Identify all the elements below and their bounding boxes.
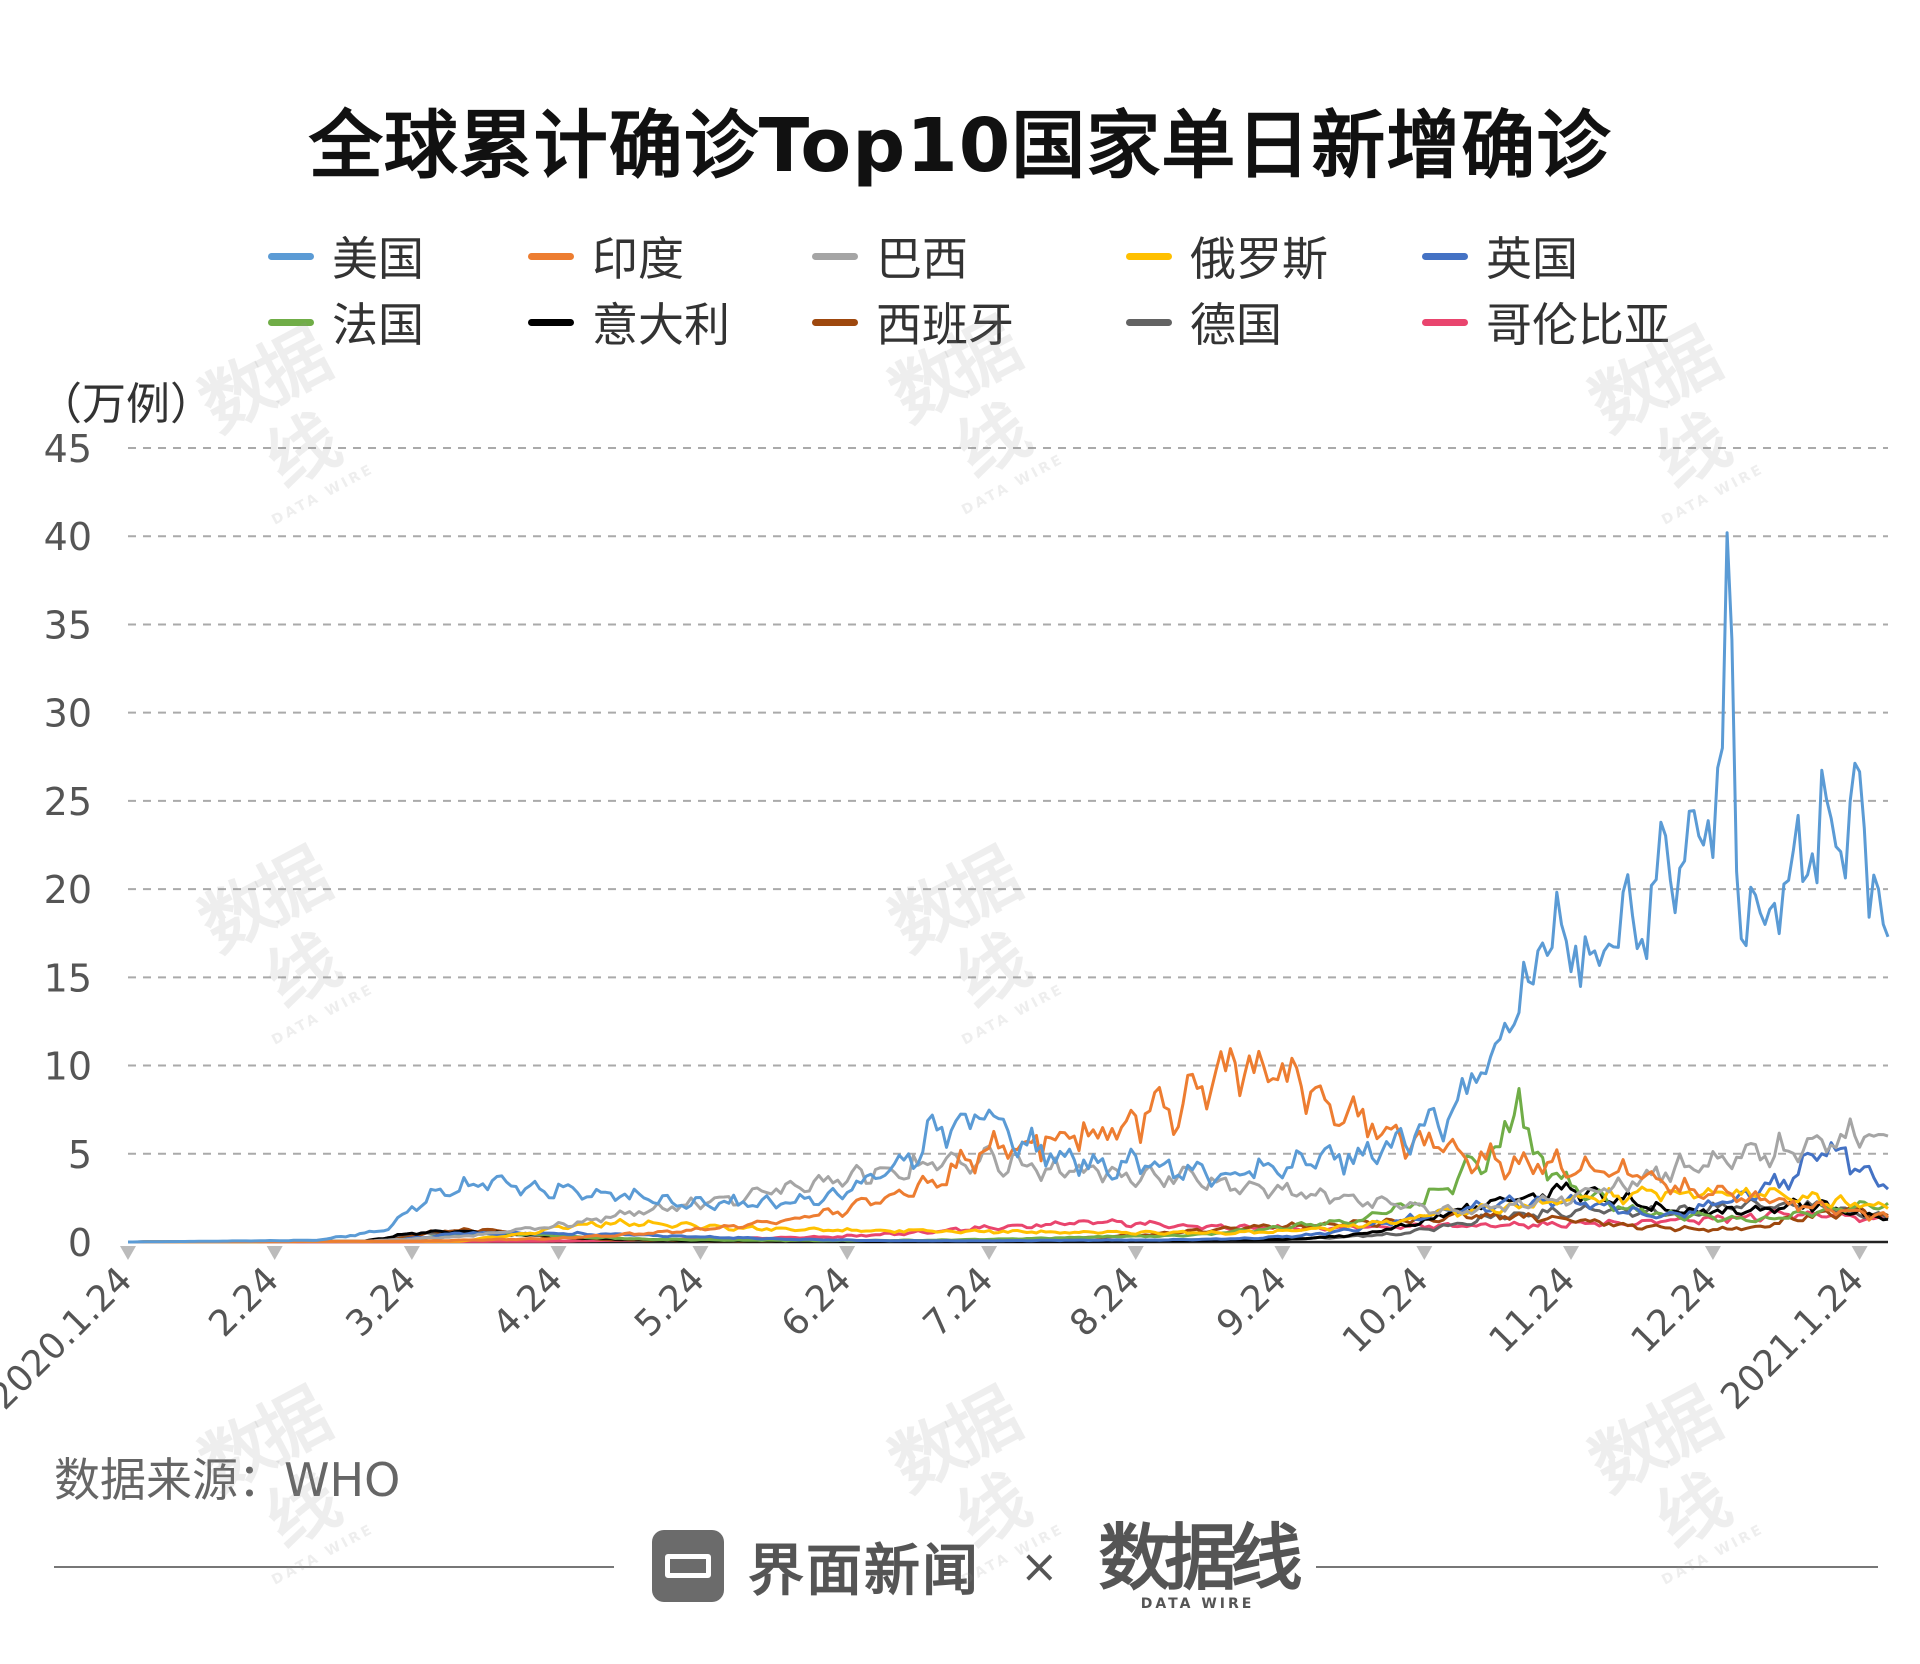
- footer-divider-right: [1316, 1566, 1878, 1568]
- series-line-1: [128, 531, 1890, 1244]
- partner-name: 数据线: [1098, 1516, 1303, 1600]
- x-tick-marker: [839, 1246, 856, 1260]
- y-tick-label: 5: [68, 1133, 92, 1177]
- legend-swatch: [528, 318, 574, 326]
- x-tick-marker: [403, 1246, 420, 1260]
- datawire-logo: 数据线 DATA WIRE: [1098, 1516, 1303, 1612]
- series-line-3: [128, 1117, 1889, 1244]
- legend-item: 德国: [1126, 292, 1282, 352]
- series-line-2: [128, 1047, 1890, 1244]
- x-tick-label: 2021.1.24: [1713, 1259, 1872, 1418]
- x-tick-label: 2.24: [201, 1259, 287, 1345]
- legend-item: 俄罗斯: [1126, 226, 1328, 286]
- x-tick-marker: [1563, 1246, 1580, 1260]
- legend-swatch: [268, 318, 314, 326]
- x-tick-marker: [550, 1246, 567, 1260]
- y-tick-label: 15: [44, 956, 92, 1000]
- y-tick-label: 30: [44, 692, 92, 736]
- legend-label: 意大利: [592, 298, 730, 352]
- legend-item: 印度: [528, 226, 684, 286]
- y-tick-label: 40: [44, 515, 92, 559]
- chart-title: 全球累计确诊Top10国家单日新增确诊: [308, 103, 1612, 189]
- legend-swatch: [528, 252, 574, 260]
- x-tick-label: 3.24: [339, 1259, 425, 1345]
- legend-label: 哥伦比亚: [1486, 298, 1670, 352]
- legend-label: 巴西: [876, 232, 968, 286]
- footer-brand: 界面新闻 × 数据线 DATA WIRE: [652, 1516, 1303, 1614]
- jiemian-logo-icon: [652, 1530, 724, 1602]
- brand-separator: ×: [1020, 1539, 1059, 1593]
- x-tick-marker: [981, 1246, 998, 1260]
- chart-legend: 美国 印度 巴西 俄罗斯 英国法国 意大利 西班牙 德国 哥伦比亚: [0, 226, 1920, 366]
- legend-swatch: [1126, 252, 1172, 260]
- legend-swatch: [1422, 252, 1468, 260]
- y-tick-label: 0: [68, 1221, 92, 1265]
- y-tick-label: 10: [44, 1045, 92, 1089]
- y-axis-unit: （万例）: [38, 379, 214, 430]
- x-tick-marker: [266, 1246, 283, 1260]
- legend-swatch: [812, 318, 858, 326]
- x-tick-label: 4.24: [485, 1259, 571, 1345]
- y-tick-label: 35: [44, 603, 92, 647]
- legend-item: 英国: [1422, 226, 1578, 286]
- footer-divider-left: [54, 1566, 614, 1568]
- legend-label: 英国: [1486, 232, 1578, 286]
- x-tick-marker: [1704, 1246, 1721, 1260]
- x-tick-marker: [1274, 1246, 1291, 1260]
- y-tick-label: 25: [44, 780, 92, 824]
- x-tick-marker: [1416, 1246, 1433, 1260]
- y-tick-label: 20: [44, 868, 92, 912]
- legend-item: 巴西: [812, 226, 968, 286]
- legend-item: 法国: [268, 292, 424, 352]
- x-tick-label: 11.24: [1482, 1259, 1584, 1361]
- legend-swatch: [812, 252, 858, 260]
- x-tick-marker: [1851, 1246, 1868, 1260]
- x-tick-label: 9.24: [1209, 1259, 1295, 1345]
- x-tick-marker: [1127, 1246, 1144, 1260]
- series-line-9: [128, 1197, 1889, 1244]
- x-tick-label: 12.24: [1623, 1259, 1725, 1361]
- legend-item: 美国: [268, 226, 424, 286]
- legend-item: 意大利: [528, 292, 730, 352]
- legend-item: 哥伦比亚: [1422, 292, 1670, 352]
- x-tick-label: 7.24: [916, 1259, 1002, 1345]
- legend-swatch: [268, 252, 314, 260]
- legend-label: 法国: [332, 298, 424, 352]
- data-source: 数据来源：WHO: [54, 1453, 401, 1507]
- legend-label: 德国: [1190, 298, 1282, 352]
- x-tick-label: 10.24: [1335, 1259, 1437, 1361]
- legend-label: 西班牙: [876, 298, 1014, 352]
- x-tick-marker: [120, 1246, 136, 1260]
- x-tick-label: 8.24: [1062, 1259, 1148, 1345]
- x-tick-label: 6.24: [774, 1259, 860, 1345]
- legend-swatch: [1126, 318, 1172, 326]
- x-tick-label: 5.24: [627, 1259, 713, 1345]
- legend-swatch: [1422, 318, 1468, 326]
- brand-name: 界面新闻: [748, 1538, 980, 1604]
- x-tick-marker: [692, 1246, 709, 1260]
- legend-label: 俄罗斯: [1190, 232, 1328, 286]
- partner-sub: DATA WIRE: [1140, 1596, 1255, 1612]
- legend-label: 美国: [332, 232, 424, 286]
- y-tick-label: 45: [44, 427, 92, 471]
- x-tick-label: 2020.1.24: [0, 1259, 140, 1418]
- legend-label: 印度: [592, 232, 684, 286]
- legend-item: 西班牙: [812, 292, 1014, 352]
